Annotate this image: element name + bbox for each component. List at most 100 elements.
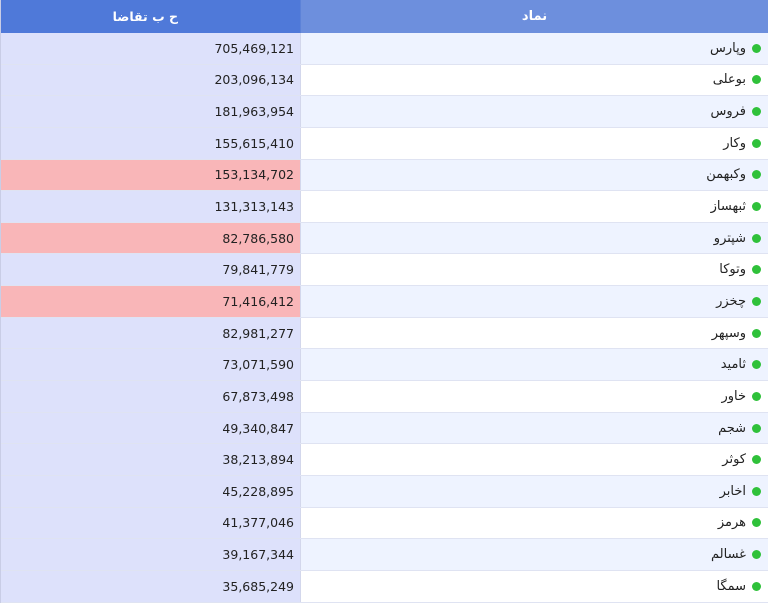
symbol-cell[interactable]: چخزر bbox=[301, 286, 768, 317]
symbol-label[interactable]: خاور bbox=[721, 388, 746, 404]
symbol-cell[interactable]: ثبهساز bbox=[301, 191, 768, 222]
table-row[interactable]: 705,469,121 وپارس bbox=[1, 33, 768, 65]
status-dot-icon bbox=[752, 170, 761, 180]
symbol-label[interactable]: ثبهساز bbox=[710, 199, 746, 215]
symbol-label[interactable]: سمگا bbox=[716, 578, 746, 594]
table-row[interactable]: 181,963,954 فروس bbox=[1, 96, 768, 128]
symbol-cell[interactable]: خاور bbox=[301, 381, 768, 412]
status-dot-icon bbox=[752, 138, 761, 148]
table-row[interactable]: 153,134,702 وکبهمن bbox=[1, 159, 768, 192]
table-row[interactable]: 67,873,498 خاور bbox=[1, 381, 768, 413]
column-header-symbol[interactable]: نماد bbox=[521, 9, 548, 24]
status-dot-icon bbox=[752, 391, 761, 401]
symbol-cell[interactable]: شپترو bbox=[301, 222, 768, 254]
buy-demand-value: 203,096,134 bbox=[1, 64, 301, 96]
buy-demand-value: 705,469,121 bbox=[1, 33, 301, 64]
symbol-cell[interactable]: غسالم bbox=[301, 539, 768, 570]
status-dot-icon bbox=[752, 43, 761, 53]
table-row[interactable]: 131,313,143 ثبهساز bbox=[1, 191, 768, 223]
symbol-label[interactable]: شجم bbox=[718, 420, 746, 436]
table-row[interactable]: 45,228,895 اخابر bbox=[1, 475, 768, 508]
table-row[interactable]: 82,786,580 شپترو bbox=[1, 222, 768, 255]
symbol-wrap: وکبهمن bbox=[706, 167, 761, 182]
symbol-label[interactable]: وسپهر bbox=[711, 325, 746, 341]
symbol-label[interactable]: غسالم bbox=[711, 547, 746, 563]
symbol-label[interactable]: بوعلی bbox=[712, 72, 746, 88]
buy-demand-value: 49,340,847 bbox=[1, 412, 301, 444]
status-dot-icon bbox=[752, 202, 761, 212]
symbol-label[interactable]: کوثر bbox=[722, 452, 746, 468]
status-dot-icon bbox=[752, 107, 761, 117]
table-row[interactable]: 79,841,779 وتوکا bbox=[1, 254, 768, 287]
status-dot-icon bbox=[752, 581, 761, 591]
symbol-label[interactable]: چخزر bbox=[716, 293, 746, 309]
symbol-cell[interactable]: اخابر bbox=[301, 475, 768, 507]
column-header-buy-demand[interactable]: ح ب تقاضا bbox=[1, 0, 301, 33]
symbol-cell[interactable]: وکار bbox=[301, 127, 768, 159]
symbol-label[interactable]: ثامید bbox=[720, 357, 746, 373]
table-row[interactable]: 35,685,249 سمگا bbox=[1, 570, 768, 603]
table-row[interactable]: 155,615,410 وکار bbox=[1, 127, 768, 160]
symbol-cell[interactable]: وسپهر bbox=[301, 317, 768, 349]
symbol-wrap: وتوکا bbox=[719, 262, 761, 277]
symbol-cell[interactable]: سمگا bbox=[301, 570, 768, 602]
table-row[interactable]: 82,981,277 وسپهر bbox=[1, 317, 768, 350]
symbol-cell[interactable]: هرمز bbox=[301, 507, 768, 539]
buy-demand-value: 131,313,143 bbox=[1, 191, 301, 222]
table-row[interactable]: 203,096,134 بوعلی bbox=[1, 64, 768, 97]
symbol-wrap: چخزر bbox=[716, 294, 761, 309]
symbol-label[interactable]: وپارس bbox=[709, 40, 746, 56]
symbol-cell[interactable]: وکبهمن bbox=[301, 159, 768, 191]
symbol-cell[interactable]: ثامید bbox=[301, 349, 768, 381]
buy-demand-value: 38,213,894 bbox=[1, 444, 301, 475]
status-dot-icon bbox=[752, 486, 761, 496]
symbol-wrap: هرمز bbox=[718, 515, 761, 530]
buy-demand-value: 153,134,702 bbox=[1, 159, 301, 191]
symbol-wrap: شجم bbox=[718, 421, 761, 436]
status-dot-icon bbox=[752, 75, 761, 85]
symbol-wrap: اخابر bbox=[720, 484, 761, 499]
symbol-label[interactable]: فروس bbox=[710, 104, 746, 120]
table-header: ح ب تقاضا نماد bbox=[1, 0, 768, 33]
symbol-wrap: وپارس bbox=[710, 41, 761, 56]
buy-demand-value: 181,963,954 bbox=[1, 96, 301, 127]
symbol-wrap: سمگا bbox=[716, 579, 761, 594]
symbol-label[interactable]: وکبهمن bbox=[706, 167, 746, 183]
symbol-cell[interactable]: بوعلی bbox=[301, 64, 768, 96]
symbol-label[interactable]: وکار bbox=[723, 135, 746, 151]
symbol-wrap: خاور bbox=[721, 389, 761, 404]
status-dot-icon bbox=[752, 265, 761, 275]
status-dot-icon bbox=[752, 233, 761, 243]
symbol-cell[interactable]: وتوکا bbox=[301, 254, 768, 286]
table-row[interactable]: 38,213,894 کوثر bbox=[1, 444, 768, 476]
buy-demand-value: 82,786,580 bbox=[1, 222, 301, 254]
buy-demand-value: 73,071,590 bbox=[1, 349, 301, 381]
symbol-cell[interactable]: شجم bbox=[301, 412, 768, 444]
table-row[interactable]: 39,167,344 غسالم bbox=[1, 539, 768, 571]
symbol-wrap: وکار bbox=[723, 136, 761, 151]
buy-demand-value: 155,615,410 bbox=[1, 127, 301, 159]
buy-demand-value: 35,685,249 bbox=[1, 570, 301, 602]
symbol-wrap: ثبهساز bbox=[711, 199, 761, 214]
symbol-label[interactable]: اخابر bbox=[719, 483, 746, 499]
buy-demand-value: 71,416,412 bbox=[1, 286, 301, 317]
symbol-label[interactable]: شپترو bbox=[713, 230, 746, 246]
symbol-label[interactable]: هرمز bbox=[717, 515, 746, 531]
buy-demand-value: 82,981,277 bbox=[1, 317, 301, 349]
symbol-cell[interactable]: کوثر bbox=[301, 444, 768, 475]
status-dot-icon bbox=[752, 296, 761, 306]
buy-demand-value: 79,841,779 bbox=[1, 254, 301, 286]
table-row[interactable]: 41,377,046 هرمز bbox=[1, 507, 768, 540]
symbol-label[interactable]: وتوکا bbox=[719, 262, 746, 278]
symbol-cell[interactable]: وپارس bbox=[301, 33, 768, 64]
buy-demand-value: 67,873,498 bbox=[1, 381, 301, 412]
symbol-wrap: شپترو bbox=[714, 231, 761, 246]
table-row[interactable]: 73,071,590 ثامید bbox=[1, 349, 768, 382]
symbol-wrap: فروس bbox=[710, 104, 761, 119]
table-row[interactable]: 49,340,847 شجم bbox=[1, 412, 768, 445]
status-dot-icon bbox=[752, 455, 761, 465]
symbol-cell[interactable]: فروس bbox=[301, 96, 768, 127]
symbol-wrap: ثامید bbox=[721, 357, 761, 372]
table-row[interactable]: 71,416,412 چخزر bbox=[1, 286, 768, 318]
